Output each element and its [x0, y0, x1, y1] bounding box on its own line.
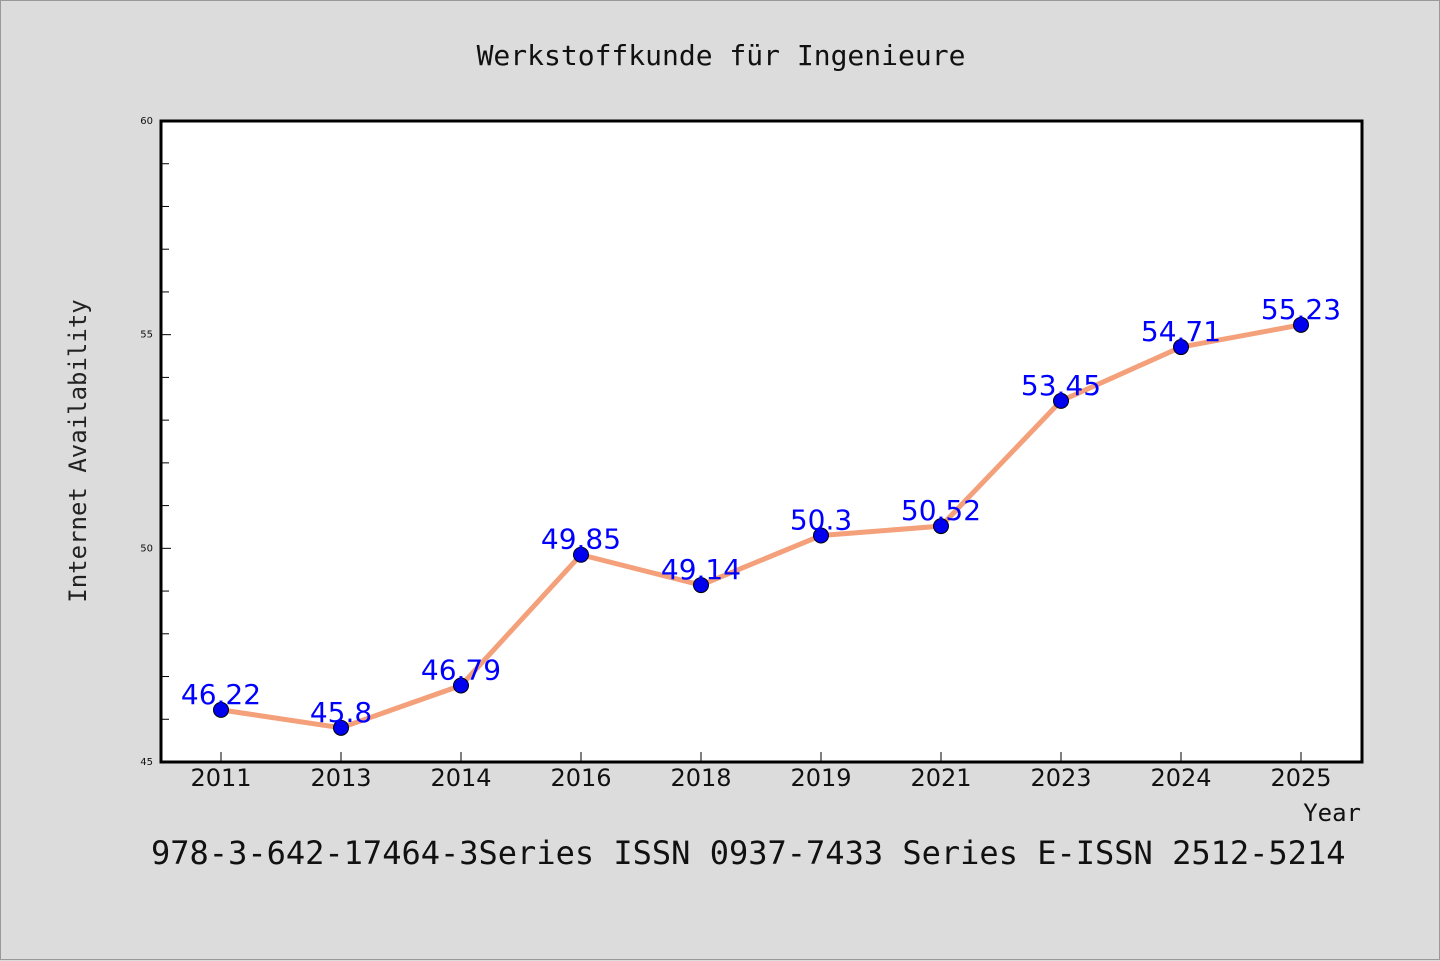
- x-tick-label: 2023: [1030, 764, 1091, 792]
- data-point: [453, 677, 469, 694]
- y-tick-label: 45: [140, 757, 153, 768]
- x-tick-label: 2024: [1150, 764, 1211, 792]
- x-axis-ticks: 2011 2013 2014 2016 2018 2019 2021 2023 2024 2025: [190, 752, 1332, 792]
- x-tick-label: 2014: [430, 764, 491, 792]
- x-tick-label: 2019: [790, 764, 851, 792]
- data-point: [1173, 339, 1189, 356]
- data-point: [333, 719, 349, 736]
- x-tick-label: 2016: [550, 764, 611, 792]
- x-tick-label: 2011: [190, 764, 251, 792]
- data-label: 45.8: [310, 696, 372, 729]
- data-label: 50.52: [901, 494, 981, 527]
- data-label: 53.45: [1021, 369, 1101, 402]
- x-tick-label: 2021: [910, 764, 971, 792]
- footer-text: 978-3-642-17464-3Series ISSN 0937-7433 S…: [151, 834, 1345, 872]
- series-line: [218, 322, 1304, 731]
- data-label: 46.79: [421, 654, 501, 687]
- data-label: 49.85: [541, 523, 621, 556]
- x-tick-label: 2018: [670, 764, 731, 792]
- data-label: 49.14: [661, 553, 741, 586]
- data-point: [813, 527, 829, 544]
- data-label: 46.22: [181, 678, 261, 711]
- data-point: [1053, 392, 1069, 409]
- chart-title: Werkstoffkunde für Ingenieure: [477, 39, 966, 72]
- y-axis-label: Internet Availability: [64, 299, 92, 602]
- y-axis-ticks: 45 50 55 60: [140, 116, 171, 768]
- series-group: 46.22 45.8 46.79 49.85 49.14 50.3 50.52 53.45 54…: [181, 293, 1341, 736]
- y-tick-label: 50: [140, 543, 153, 554]
- data-point: [933, 518, 949, 535]
- data-point: [1293, 316, 1309, 333]
- y-tick-label: 55: [140, 330, 153, 341]
- x-tick-label: 2013: [310, 764, 371, 792]
- x-axis-label: Year: [1303, 799, 1361, 827]
- plot-area: [159, 119, 1364, 764]
- data-point: [693, 577, 709, 594]
- data-point: [213, 701, 229, 718]
- data-point: [573, 546, 589, 563]
- x-tick-label: 2025: [1270, 764, 1331, 792]
- data-label: 54.71: [1141, 315, 1221, 348]
- data-label: 50.3: [790, 504, 852, 537]
- y-tick-label: 60: [140, 116, 153, 127]
- data-label: 55.23: [1261, 293, 1341, 326]
